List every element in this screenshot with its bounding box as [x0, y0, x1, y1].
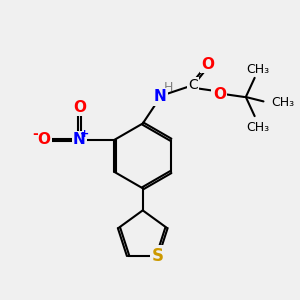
- Text: CH₃: CH₃: [246, 121, 269, 134]
- Text: +: +: [80, 129, 89, 140]
- Text: O: O: [73, 100, 86, 115]
- Text: O: O: [38, 132, 50, 147]
- Text: N: N: [73, 132, 86, 147]
- Text: O: O: [201, 57, 214, 72]
- Text: S: S: [152, 247, 164, 265]
- Text: CH₃: CH₃: [246, 63, 269, 76]
- Text: -: -: [32, 127, 38, 141]
- Text: H: H: [164, 81, 173, 94]
- Text: N: N: [154, 89, 167, 104]
- Text: O: O: [213, 86, 226, 101]
- Text: C: C: [188, 78, 198, 92]
- Text: CH₃: CH₃: [271, 96, 294, 110]
